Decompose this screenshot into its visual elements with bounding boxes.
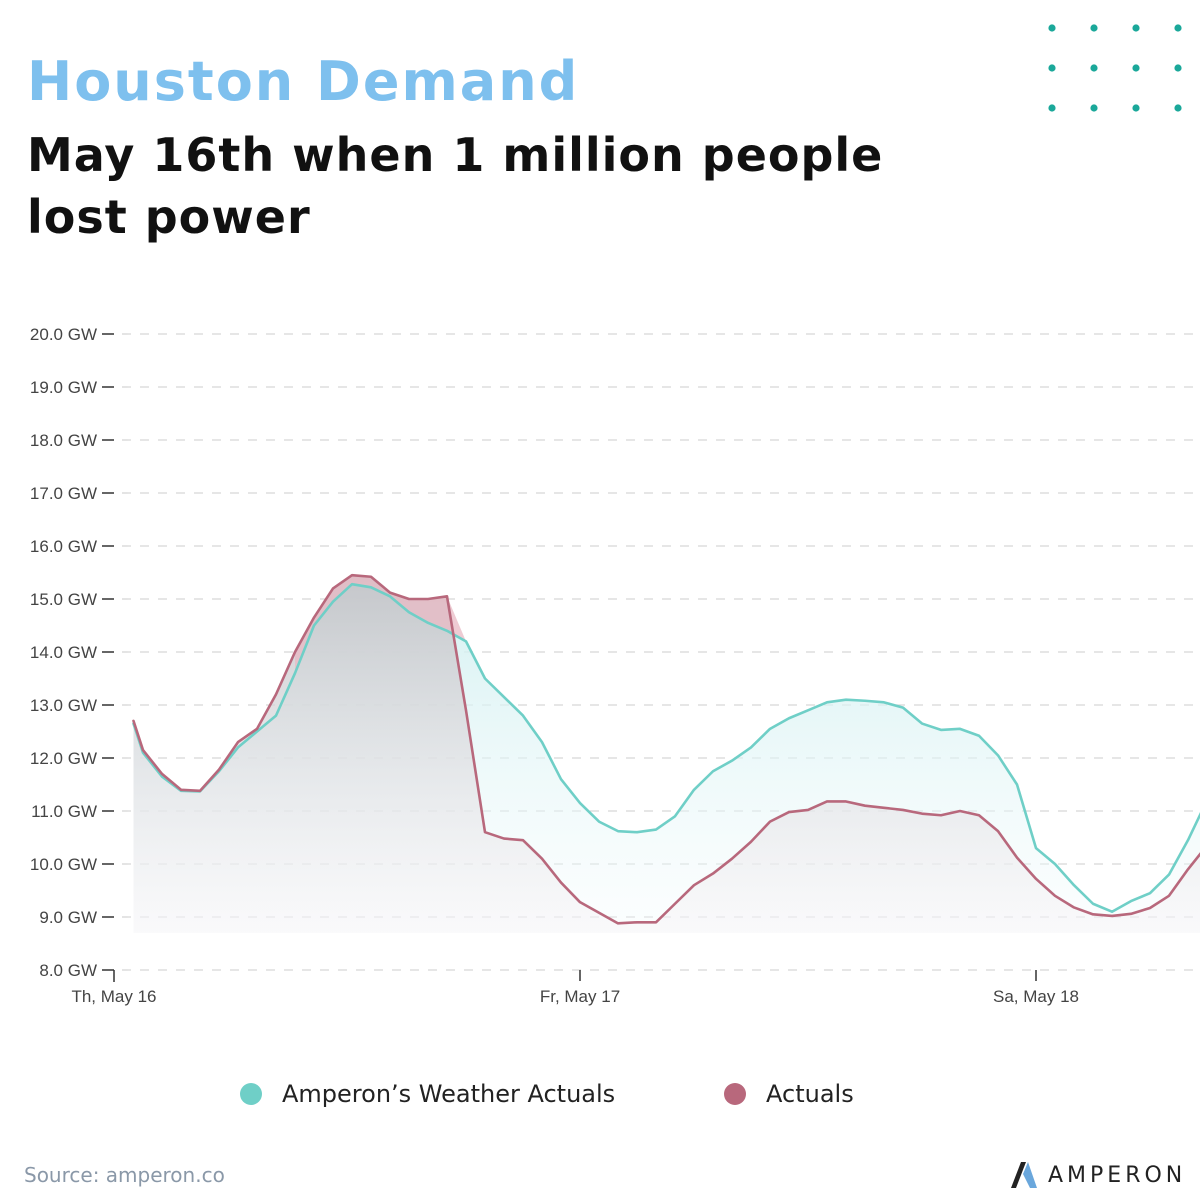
y-tick-label: 8.0 GW [39, 961, 97, 980]
chart-subtitle: May 16th when 1 million people lost powe… [27, 128, 884, 244]
amperon-logo-icon [1011, 1162, 1037, 1188]
decor-dot [1048, 104, 1056, 112]
area-layer [133, 575, 1200, 933]
decor-dot [1048, 64, 1056, 72]
demand-chart: 8.0 GW 9.0 GW 10.0 GW 11.0 GW 12.0 GW 13.0 GW… [30, 325, 1200, 1006]
y-tick-label: 9.0 GW [39, 908, 97, 927]
y-tick-label: 12.0 GW [30, 749, 97, 768]
brand-name: AMPERON [1048, 1162, 1187, 1188]
y-tick-label: 16.0 GW [30, 537, 97, 556]
decor-dot [1132, 64, 1140, 72]
source-note: Source: amperon.co [24, 1163, 225, 1187]
series-line-actuals [132, 573, 1200, 925]
decor-dot [1174, 24, 1182, 32]
area-actuals [133, 575, 1200, 933]
series-line-weather-actuals [132, 582, 1200, 913]
decor-dot [1090, 104, 1098, 112]
y-tick-label: 17.0 GW [30, 484, 97, 503]
decor-dot [1132, 104, 1140, 112]
legend-label-weather-actuals: Amperon’s Weather Actuals [282, 1080, 616, 1108]
legend-label-actuals: Actuals [766, 1080, 854, 1108]
decor-dot [1090, 24, 1098, 32]
decor-dot [1090, 64, 1098, 72]
legend-swatch-actuals [724, 1083, 746, 1105]
y-tick-label: 11.0 GW [31, 802, 97, 821]
y-tick-label: 18.0 GW [30, 431, 97, 450]
legend-item-weather-actuals: Amperon’s Weather Actuals [240, 1080, 615, 1108]
legend-item-actuals: Actuals [724, 1080, 854, 1108]
y-tick-label: 19.0 GW [30, 378, 97, 397]
x-tick-label: Th, May 16 [71, 987, 156, 1006]
decor-dot [1174, 64, 1182, 72]
y-tick-label: 15.0 GW [30, 590, 97, 609]
y-tick-label: 13.0 GW [30, 696, 97, 715]
brand-logo: AMPERON [1008, 1160, 1186, 1190]
y-tick-label: 14.0 GW [30, 643, 97, 662]
decorative-dot-grid [1048, 24, 1182, 112]
y-tick-label: 20.0 GW [30, 325, 97, 344]
x-tick-label: Fr, May 17 [540, 987, 620, 1006]
decor-dot [1048, 24, 1056, 32]
area-actuals-excess [295, 575, 485, 679]
legend: Amperon’s Weather Actuals Actuals [240, 1080, 1140, 1120]
line-layer [132, 573, 1200, 925]
decor-dot [1132, 24, 1140, 32]
y-tick-label: 10.0 GW [30, 855, 97, 874]
chart-title: Houston Demand [27, 50, 580, 113]
axis-layer: 8.0 GW 9.0 GW 10.0 GW 11.0 GW 12.0 GW 13.0 GW… [30, 325, 1079, 1006]
decor-dot [1174, 104, 1182, 112]
legend-swatch-weather-actuals [240, 1083, 262, 1105]
x-tick-label: Sa, May 18 [993, 987, 1079, 1006]
